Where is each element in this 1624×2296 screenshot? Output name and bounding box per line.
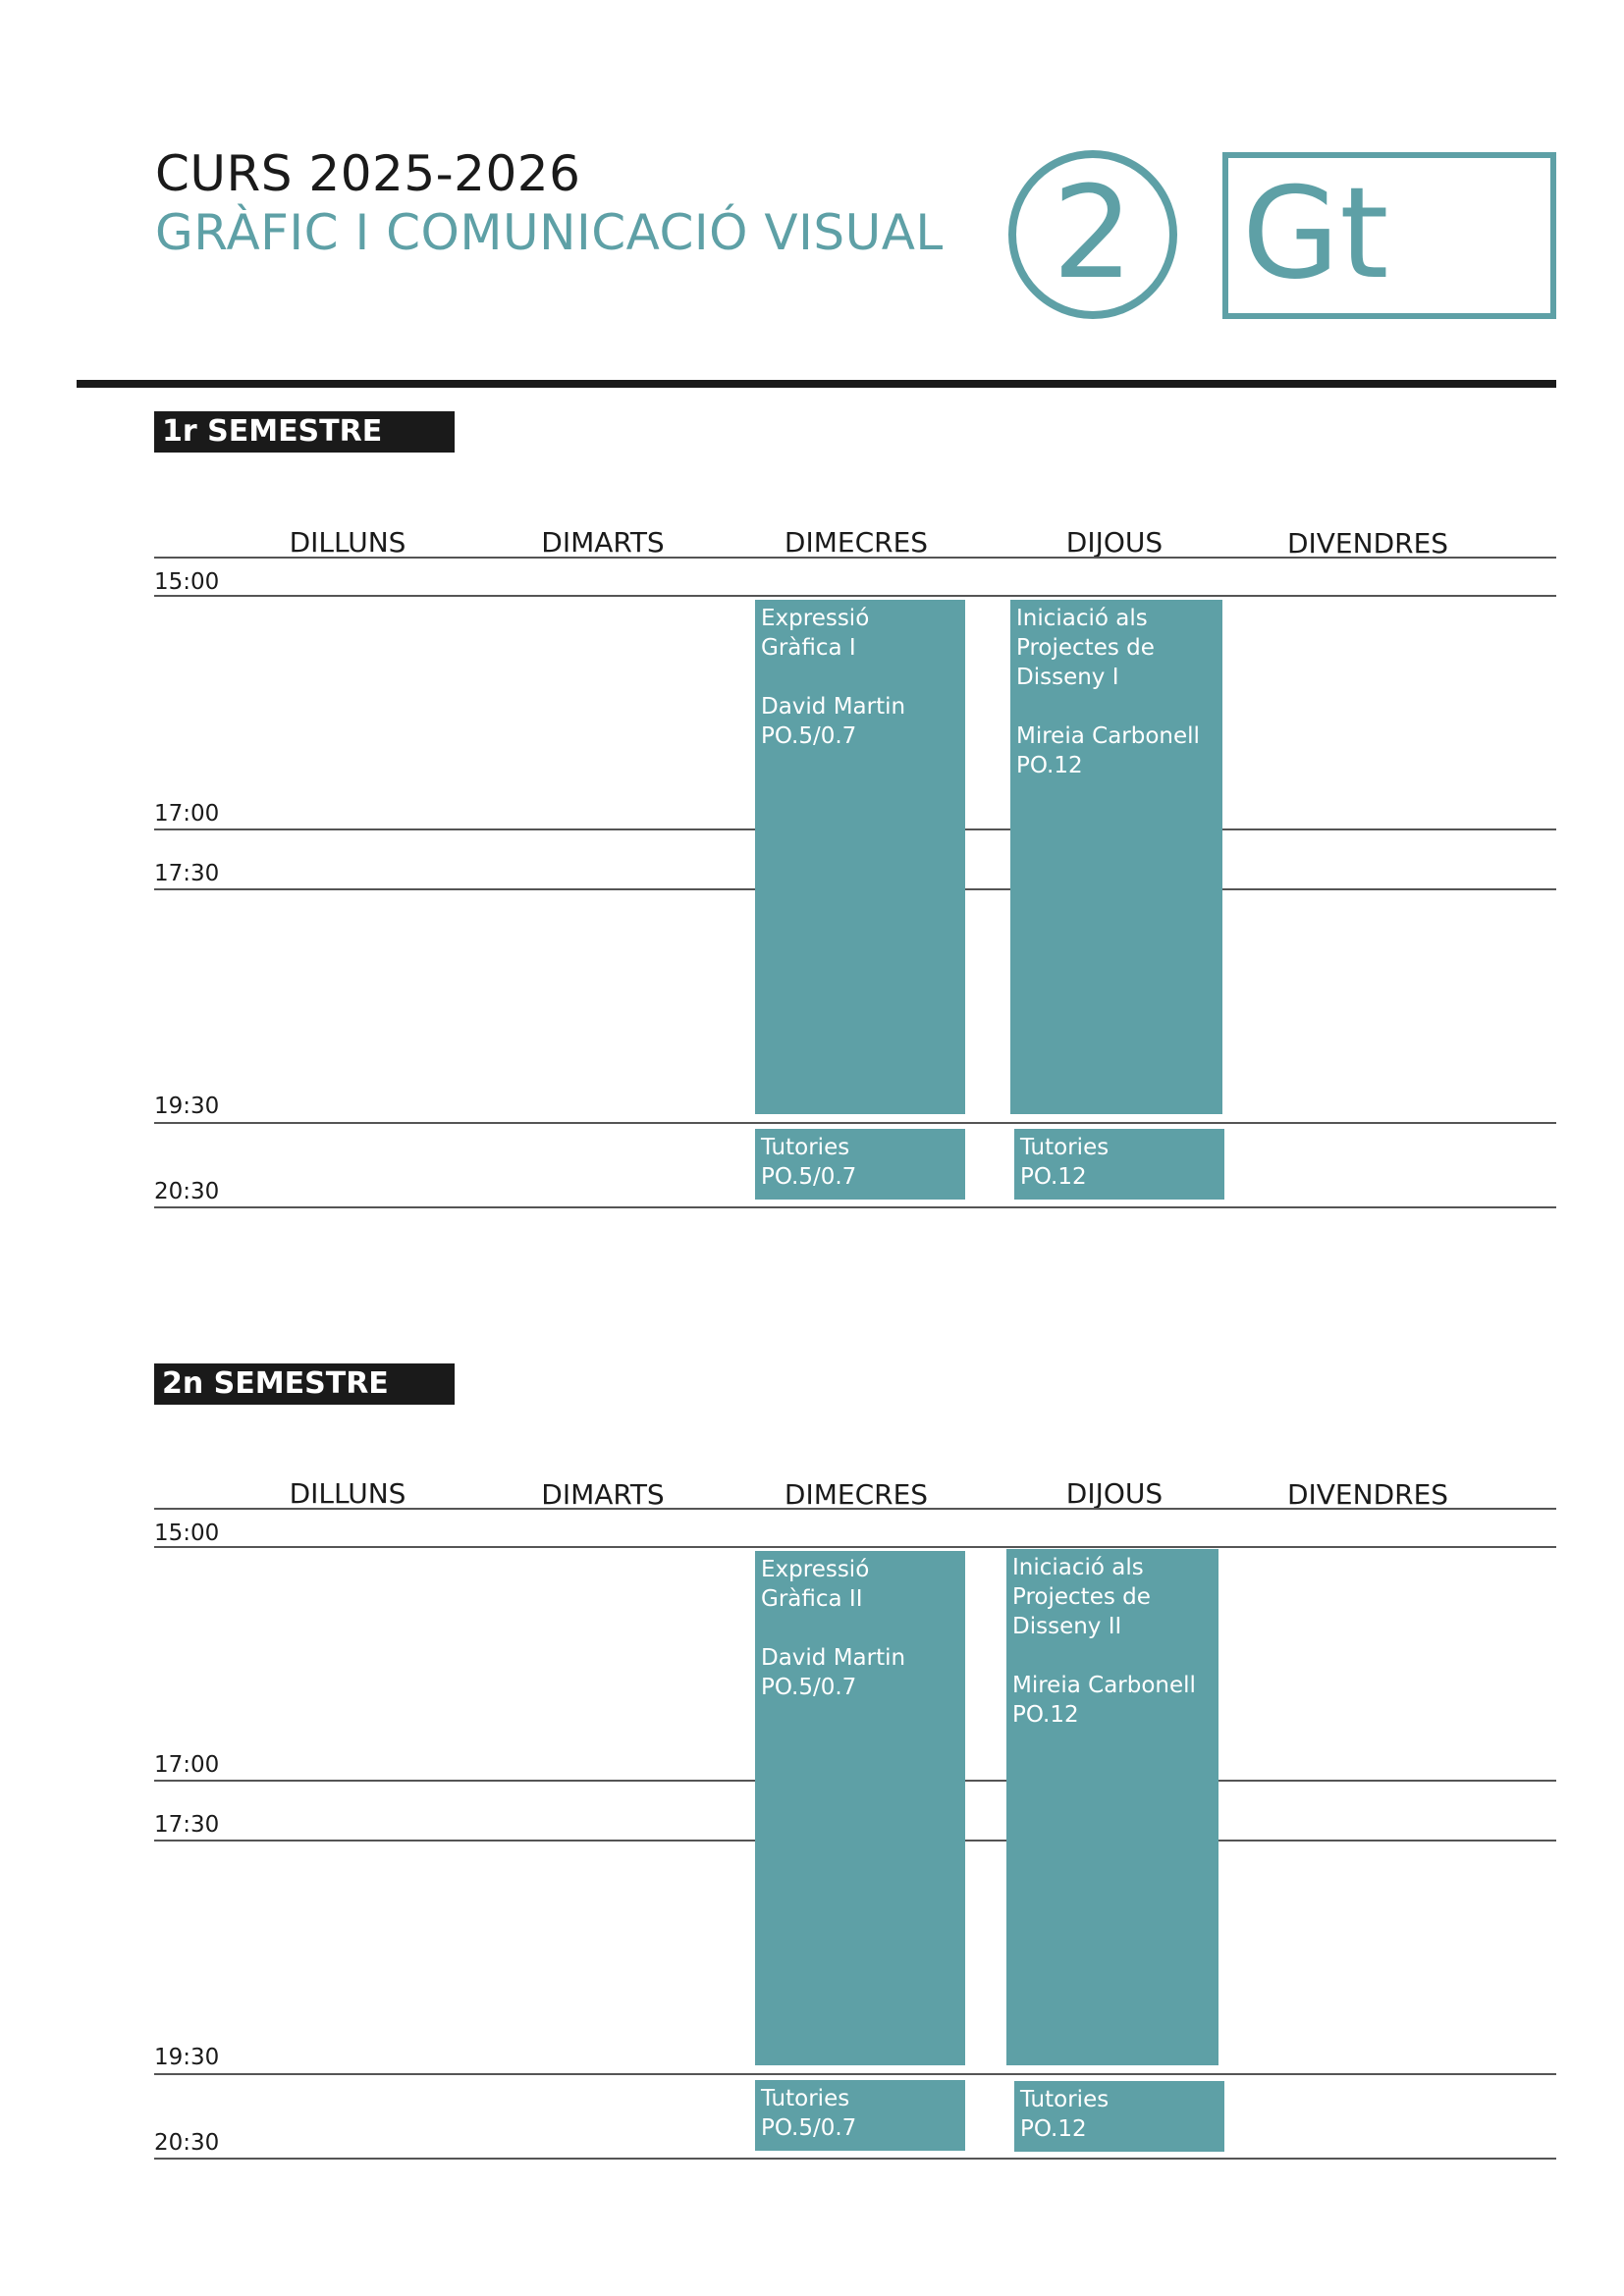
program-title: GRÀFIC I COMUNICACIÓ VISUAL — [155, 204, 944, 261]
time-label: 20:30 — [154, 2130, 220, 2156]
day-header-thursday: DIJOUS — [1065, 526, 1164, 559]
time-label: 17:30 — [154, 1812, 220, 1838]
class-block: Expressió Gràfica I David Martin PO.5/0.… — [755, 600, 965, 1114]
class-block: Expressió Gràfica II David Martin PO.5/0… — [755, 1551, 965, 2065]
semester-label: 1r SEMESTRE — [154, 411, 455, 453]
tutorial-block: Tutories PO.5/0.7 — [755, 1129, 965, 1200]
semester-label: 2n SEMESTRE — [154, 1363, 455, 1405]
grid-line — [154, 595, 1556, 597]
time-label: 15:00 — [154, 1521, 220, 1546]
group-code: Gt — [1242, 161, 1389, 307]
grid-line — [154, 1508, 1556, 1510]
grid-line — [154, 2158, 1556, 2160]
day-header-tuesday: DIMARTS — [541, 1478, 665, 1511]
year-badge: 2 — [1008, 150, 1177, 319]
course-title: CURS 2025-2026 — [155, 145, 581, 202]
day-header-tuesday: DIMARTS — [541, 526, 665, 559]
tutorial-block: Tutories PO.5/0.7 — [755, 2080, 965, 2151]
grid-line — [154, 557, 1556, 559]
tutorial-block: Tutories PO.12 — [1014, 1129, 1224, 1200]
class-block: Iniciació als Projectes de Disseny I Mir… — [1010, 600, 1222, 1114]
group-badge: Gt — [1222, 152, 1556, 319]
day-header-friday: DIVENDRES — [1286, 1478, 1449, 1511]
grid-line — [154, 1206, 1556, 1208]
year-number: 2 — [1052, 158, 1134, 307]
day-header-wednesday: DIMECRES — [784, 526, 929, 559]
time-label: 17:30 — [154, 861, 220, 886]
grid-line — [154, 1122, 1556, 1124]
time-label: 17:00 — [154, 1752, 220, 1778]
grid-line — [154, 2073, 1556, 2075]
day-header-friday: DIVENDRES — [1286, 527, 1449, 560]
time-label: 20:30 — [154, 1179, 220, 1204]
class-block: Iniciació als Projectes de Disseny II Mi… — [1006, 1549, 1218, 2065]
day-header-monday: DILLUNS — [289, 526, 406, 559]
time-label: 19:30 — [154, 2045, 220, 2070]
time-label: 19:30 — [154, 1094, 220, 1119]
header-divider — [77, 380, 1556, 388]
time-label: 17:00 — [154, 801, 220, 827]
day-header-monday: DILLUNS — [289, 1477, 406, 1510]
grid-line — [154, 1546, 1556, 1548]
time-label: 15:00 — [154, 569, 220, 595]
day-header-thursday: DIJOUS — [1065, 1477, 1164, 1510]
tutorial-block: Tutories PO.12 — [1014, 2081, 1224, 2152]
day-header-wednesday: DIMECRES — [784, 1478, 929, 1511]
